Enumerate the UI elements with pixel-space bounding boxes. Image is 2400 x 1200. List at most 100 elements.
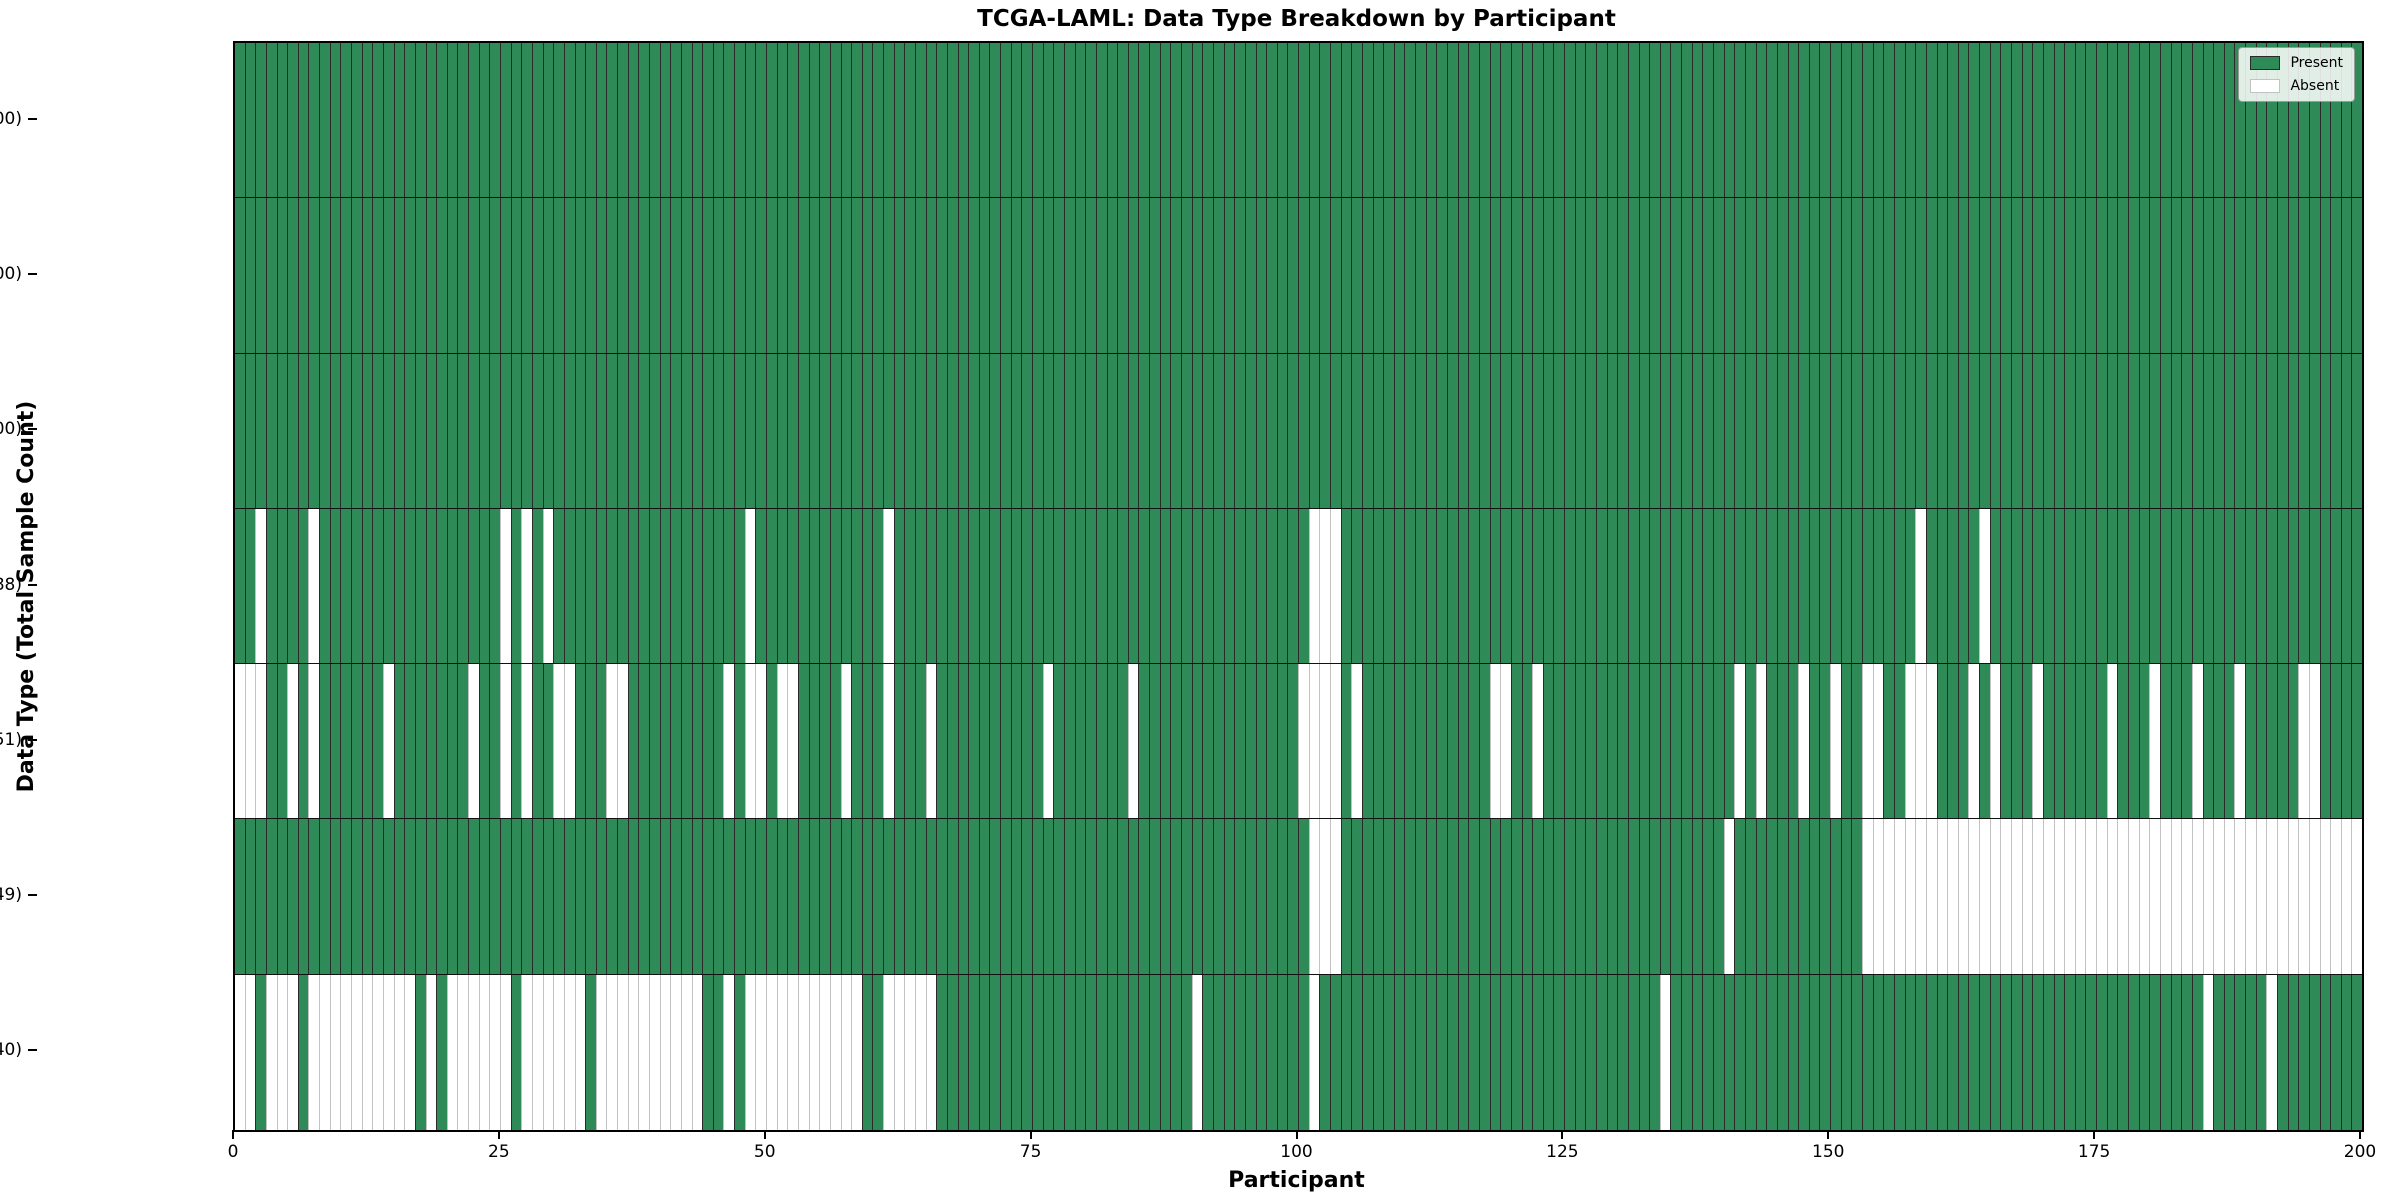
heatmap-cell [2319,974,2331,1130]
heatmap-cell [957,43,969,198]
heatmap-cell [627,198,639,353]
heatmap-cell [851,664,862,819]
heatmap-cell [1266,974,1277,1130]
heatmap-cell [414,353,426,508]
heatmap-cell [1532,508,1543,664]
heatmap-cell [1723,198,1735,353]
heatmap-cell [1255,974,1267,1130]
heatmap-cell [1702,353,1714,508]
heatmap-cell [1574,664,1586,819]
heatmap-cell [648,43,660,198]
heatmap-cell [1223,974,1235,1130]
heatmap-cell [1287,508,1299,664]
heatmap-cell [382,353,394,508]
heatmap-cell [606,664,618,819]
heatmap-cell [1947,974,1958,1130]
heatmap-cell [1947,664,1958,819]
heatmap-cell [1766,43,1777,198]
heatmap-cell [1457,353,1469,508]
heatmap-cell [851,508,862,664]
heatmap-cell [893,819,905,974]
heatmap-cell [1372,664,1384,819]
heatmap-cell [968,508,979,664]
heatmap-cell [1649,664,1660,819]
heatmap-cell [1553,974,1565,1130]
heatmap-cell [382,974,394,1130]
heatmap-cell [1702,198,1714,353]
heatmap-cell [2351,664,2363,819]
heatmap-cell [244,974,256,1130]
heatmap-cell [925,198,937,353]
heatmap-cell [1021,43,1033,198]
heatmap-cell [404,43,415,198]
heatmap-cell [478,974,490,1130]
heatmap-cell [1255,43,1267,198]
heatmap-cell [1010,43,1022,198]
heatmap-cell [276,43,288,198]
heatmap-cell [500,43,511,198]
heatmap-cell [531,198,543,353]
heatmap-cell [1670,508,1682,664]
heatmap-cell [893,974,905,1130]
heatmap-cell [989,353,1001,508]
heatmap-cell [1489,819,1501,974]
heatmap-cell [500,974,511,1130]
heatmap-cell [1979,198,1990,353]
heatmap-cell [361,974,373,1130]
heatmap-cell [1276,198,1288,353]
heatmap-cell [1862,198,1873,353]
heatmap-cell [1904,508,1916,664]
heatmap-cell [1755,43,1767,198]
heatmap-cell [2234,198,2246,353]
heatmap-cell [904,43,915,198]
heatmap-cell [1638,664,1650,819]
heatmap-cell [1904,664,1916,819]
heatmap-cell [1542,198,1554,353]
heatmap-cell [2074,198,2086,353]
heatmap-cell [1904,43,1916,198]
heatmap-cell [1542,974,1554,1130]
heatmap-cell [861,974,873,1130]
heatmap-cell [276,508,288,664]
heatmap-cell [2159,819,2171,974]
heatmap-cell [457,819,469,974]
heatmap-cell [1776,43,1788,198]
heatmap-cell [606,353,618,508]
heatmap-cell [2277,43,2288,198]
x-tick [232,1130,234,1139]
heatmap-cell [2234,353,2246,508]
heatmap-cell [723,819,735,974]
heatmap-cell [872,664,884,819]
heatmap-cell [883,198,894,353]
heatmap-cell [2170,508,2182,664]
x-tick [1827,1130,1830,1139]
heatmap-cell [2234,819,2246,974]
heatmap-cell [1893,43,1905,198]
heatmap-cell [2117,43,2129,198]
y-tick-label-cn: CN (200) [0,419,22,440]
heatmap-cell [446,43,458,198]
heatmap-cell [1032,43,1043,198]
heatmap-cell [1734,508,1745,664]
heatmap-cell [734,198,745,353]
heatmap-cell [457,974,469,1130]
heatmap-cell [2096,664,2107,819]
heatmap-cell [1947,508,1958,664]
heatmap-cell [351,353,362,508]
heatmap-cell [414,198,426,353]
heatmap-cell [840,198,852,353]
heatmap-cell [1298,974,1309,1130]
heatmap-cell [1734,198,1745,353]
heatmap-cell [1085,353,1096,508]
heatmap-cell [297,198,309,353]
heatmap-cell [2021,353,2033,508]
heatmap-cell [1713,43,1724,198]
heatmap-cell [680,353,692,508]
heatmap-cell [2351,198,2363,353]
heatmap-cell [1340,664,1352,819]
heatmap-cell [531,664,543,819]
heatmap-cell [404,664,415,819]
heatmap-cell [255,353,266,508]
heatmap-cell [2032,43,2043,198]
heatmap-cell [1393,43,1405,198]
